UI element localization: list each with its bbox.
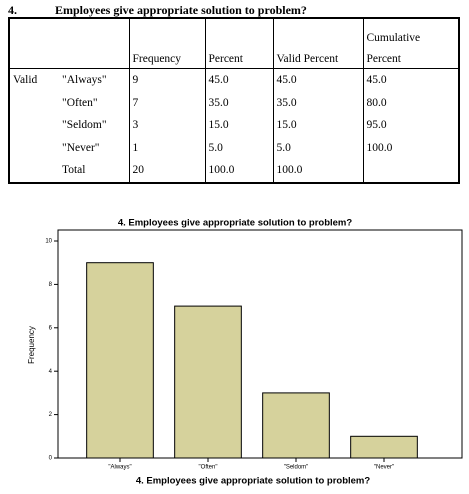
bar — [262, 392, 330, 459]
table-row: Valid "Always" 9 45.0 45.0 45.0 — [9, 68, 459, 92]
table-cell: 15.0 — [204, 114, 273, 137]
y-tick-label: 4 — [49, 369, 53, 375]
y-tick-label: 6 — [49, 325, 53, 331]
table-cell — [362, 158, 459, 183]
row-label: "Often" — [62, 96, 98, 109]
table-cell: 9 — [128, 68, 205, 92]
row-group: Valid — [13, 74, 38, 87]
header-cell: Cumulative Percent — [362, 18, 459, 69]
header-text: Cumulative — [366, 32, 421, 44]
x-axis-label: 4. Employees give appropriate solution t… — [136, 476, 371, 487]
x-tick-label: "Never" — [374, 465, 394, 471]
row-label: "Always" — [62, 74, 107, 87]
table-cell: 100.0 — [204, 158, 273, 183]
section-title: Employees give appropriate solution to p… — [55, 3, 307, 17]
frequency-table: Frequency Percent Valid Percent Cumulati… — [8, 17, 460, 184]
y-tick-label: 2 — [49, 412, 53, 418]
x-tick-label: "Seldom" — [284, 465, 309, 471]
row-label: "Seldom" — [62, 119, 107, 132]
header-cell: Valid Percent — [272, 18, 363, 69]
y-tick-label: 10 — [45, 239, 52, 245]
bar — [174, 305, 242, 459]
table-row: "Often" 7 35.0 35.0 80.0 — [9, 91, 459, 115]
table-cell: 100.0 — [272, 158, 363, 183]
table-row: "Never" 1 5.0 5.0 100.0 — [9, 136, 459, 159]
header-text: Percent — [366, 53, 401, 65]
section-number: 4. — [8, 3, 17, 17]
header-cell: Percent — [204, 18, 273, 69]
table-cell: 45.0 — [362, 68, 459, 92]
row-label: "Never" — [62, 141, 100, 154]
table-cell: 45.0 — [204, 68, 273, 92]
table-cell: 1 — [128, 136, 205, 159]
y-axis-label: Frequency — [27, 326, 36, 364]
table-cell: 7 — [128, 91, 205, 115]
table-cell: 5.0 — [272, 136, 363, 159]
y-tick-label: 0 — [49, 456, 53, 462]
x-tick-label: "Always" — [108, 465, 131, 471]
table-cell: 45.0 — [272, 68, 363, 92]
bar — [350, 435, 418, 459]
bar — [86, 262, 154, 459]
table-cell: 35.0 — [272, 91, 363, 115]
table-row: Total 20 100.0 100.0 — [9, 158, 459, 183]
row-label: Total — [62, 164, 86, 177]
table-row: "Seldom" 3 15.0 15.0 95.0 — [9, 114, 459, 137]
table-cell: 5.0 — [204, 136, 273, 159]
table-cell: 15.0 — [272, 114, 363, 137]
table-cell: 95.0 — [362, 114, 459, 137]
chart-title: 4. Employees give appropriate solution t… — [118, 218, 353, 229]
table-cell: 100.0 — [362, 136, 459, 159]
header-cell: Frequency — [128, 18, 205, 69]
table-cell: 20 — [128, 158, 205, 183]
table-cell: 3 — [128, 114, 205, 137]
table-cell: 35.0 — [204, 91, 273, 115]
x-tick-label: "Often" — [199, 465, 218, 471]
y-tick-label: 8 — [49, 282, 53, 288]
table-cell: 80.0 — [362, 91, 459, 115]
